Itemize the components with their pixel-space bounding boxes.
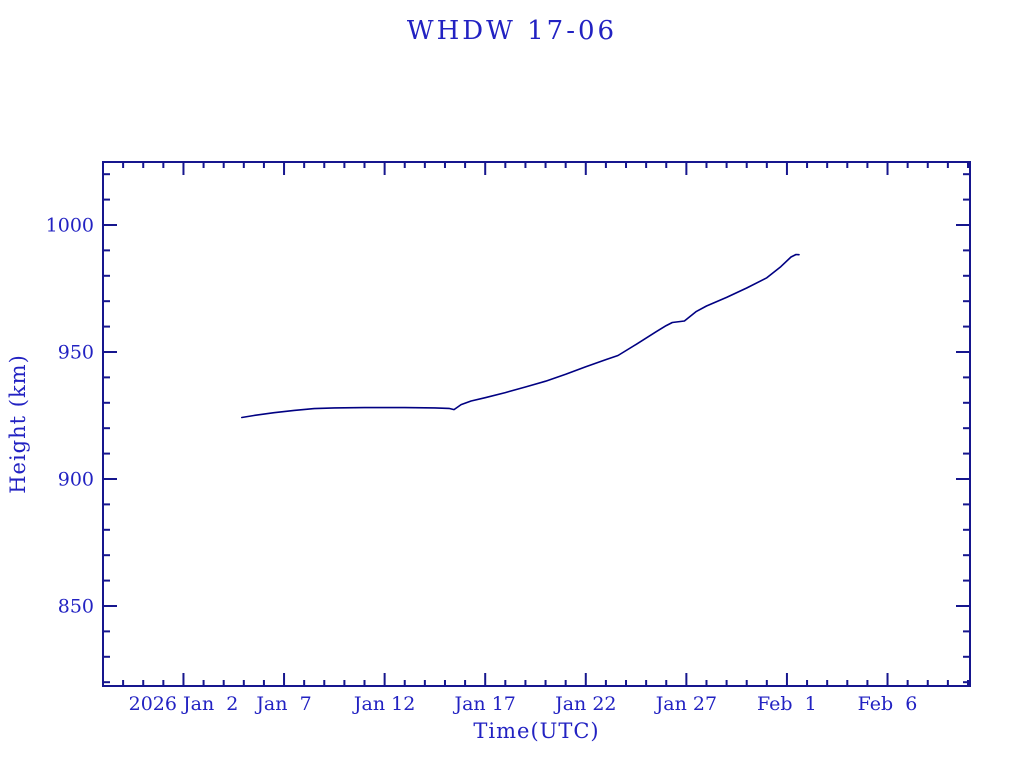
data-line — [241, 253, 800, 419]
y-tick-label: 1000 — [46, 215, 94, 237]
x-tick-label: 2026 Jan 2 — [129, 693, 239, 715]
x-tick-label: Jan 22 — [553, 693, 616, 715]
x-tick-label: Feb 6 — [858, 693, 918, 715]
x-tick-label: Jan 27 — [654, 693, 717, 715]
y-axis-title: Height (km) — [6, 354, 30, 494]
y-tick-label: 900 — [58, 469, 94, 491]
chart-title: WHDW 17-06 — [406, 16, 618, 46]
plot-frame — [102, 161, 971, 687]
x-tick-label: Jan 12 — [352, 693, 415, 715]
x-tick-label: Feb 1 — [757, 693, 817, 715]
x-tick-label: Jan 7 — [254, 693, 311, 715]
y-tick-label: 850 — [58, 596, 94, 618]
x-axis-title: Time(UTC) — [473, 719, 600, 743]
x-tick-label: Jan 17 — [452, 693, 515, 715]
y-tick-label: 950 — [58, 342, 94, 364]
